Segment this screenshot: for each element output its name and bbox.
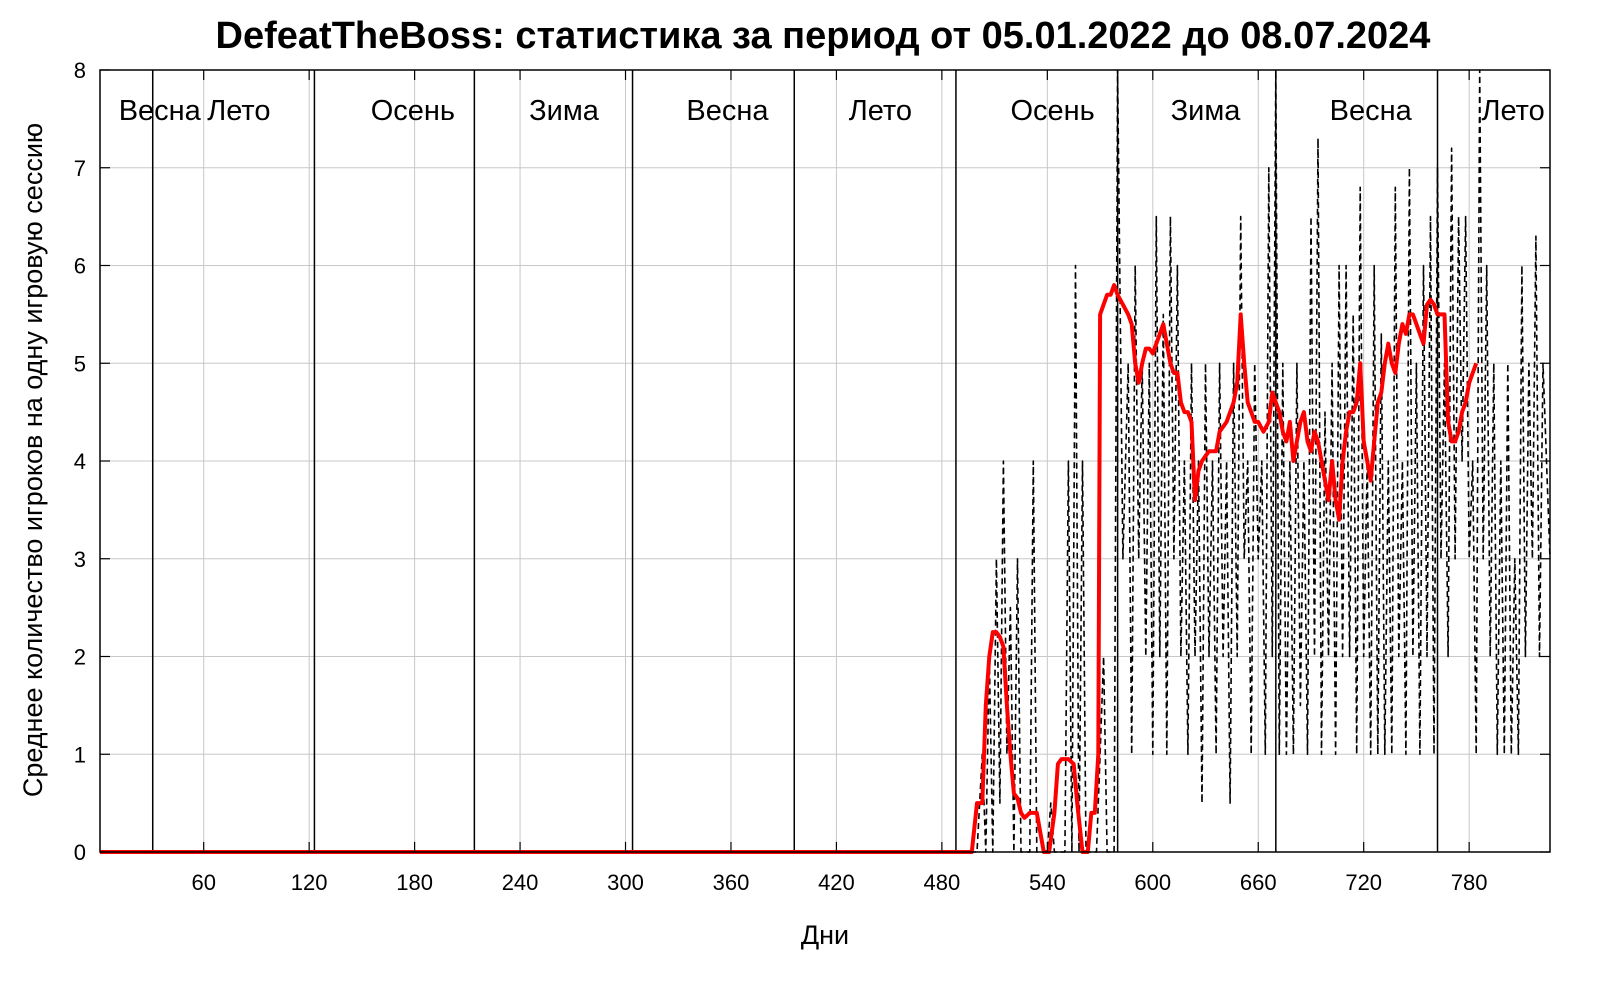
season-label: Осень	[1010, 95, 1094, 127]
y-tick-label: 7	[74, 156, 86, 181]
season-label: Весна	[686, 95, 769, 127]
x-tick-label: 600	[1134, 870, 1171, 895]
y-tick-label: 0	[74, 840, 86, 865]
y-axis-label: Среднее количество игроков на одну игров…	[18, 123, 48, 797]
y-tick-label: 1	[74, 742, 86, 767]
x-tick-label: 60	[191, 870, 215, 895]
season-label: Весна	[1330, 95, 1413, 127]
x-axis-ticks: 60 120 180 240 300 360 420 480 540 600 660 720 780	[191, 70, 1488, 895]
x-axis-label: Дни	[801, 920, 849, 950]
x-tick-label: 420	[818, 870, 855, 895]
y-tick-label: 3	[74, 547, 86, 572]
season-label: Лето	[1481, 95, 1544, 127]
season-label: Зима	[529, 95, 600, 127]
y-axis-ticks: 0 1 2 3 4 5 6 7 8	[74, 58, 1550, 865]
x-tick-label: 720	[1345, 870, 1382, 895]
x-tick-label: 360	[713, 870, 750, 895]
series-solid-line	[100, 283, 1479, 854]
chart-title: DefeatTheBoss: статистика за период от 0…	[216, 15, 1431, 57]
season-labels: Весна Лето Осень Зима Весна Лето Осень Зима Весн…	[119, 95, 1545, 127]
season-boundaries	[151, 70, 1439, 852]
x-tick-label: 540	[1029, 870, 1066, 895]
series-layer	[100, 69, 1551, 854]
y-tick-label: 5	[74, 351, 86, 376]
series-dashed-line	[100, 69, 1551, 853]
x-tick-label: 480	[924, 870, 961, 895]
season-label: Осень	[371, 95, 455, 127]
y-tick-label: 6	[74, 254, 86, 279]
season-label: Лето	[849, 95, 912, 127]
x-tick-label: 240	[502, 870, 539, 895]
season-label: Весна	[119, 95, 202, 127]
y-tick-label: 4	[74, 449, 86, 474]
x-tick-label: 180	[396, 870, 433, 895]
x-tick-label: 300	[607, 870, 644, 895]
season-label: Лето	[207, 95, 270, 127]
y-tick-label: 2	[74, 645, 86, 670]
x-tick-label: 780	[1451, 870, 1488, 895]
x-tick-label: 120	[291, 870, 328, 895]
y-tick-label: 8	[74, 58, 86, 83]
x-tick-label: 660	[1240, 870, 1277, 895]
season-label: Зима	[1171, 95, 1242, 127]
